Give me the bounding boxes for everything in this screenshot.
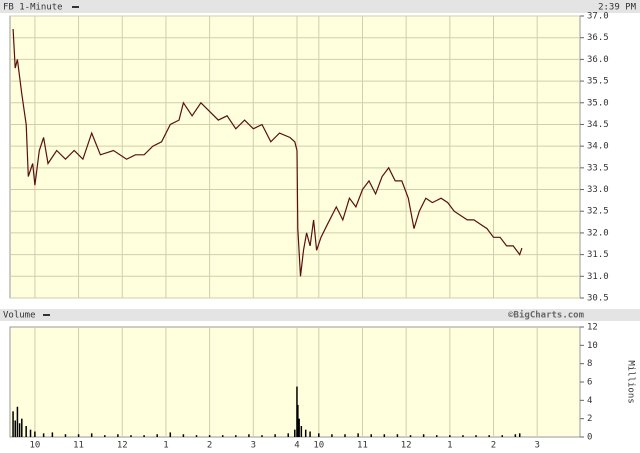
x-tick-label: 1 bbox=[447, 441, 452, 451]
volume-header bbox=[0, 309, 640, 321]
volume-bar bbox=[287, 433, 289, 437]
volume-bar bbox=[14, 420, 16, 437]
y-tick-label: 34.0 bbox=[587, 142, 609, 152]
x-tick-label: 3 bbox=[251, 441, 256, 451]
header-bar bbox=[0, 0, 640, 13]
y-tick-label: 6 bbox=[587, 378, 592, 388]
y-tick-label: 0 bbox=[587, 433, 592, 443]
volume-bar bbox=[261, 435, 263, 437]
volume-bar bbox=[156, 434, 158, 437]
y-tick-label: 12 bbox=[587, 323, 598, 333]
y-tick-label: 8 bbox=[587, 359, 592, 369]
volume-bar bbox=[12, 411, 14, 437]
volume-bar bbox=[34, 431, 36, 437]
y-tick-label: 35.0 bbox=[587, 98, 609, 108]
x-tick-label: 1 bbox=[163, 441, 168, 451]
volume-bar bbox=[169, 432, 172, 437]
volume-title: Volume bbox=[3, 311, 36, 321]
credit: ©BigCharts.com bbox=[508, 310, 584, 321]
volume-bar bbox=[235, 435, 237, 437]
volume-bar bbox=[370, 434, 372, 437]
volume-bar bbox=[396, 434, 399, 437]
volume-bar bbox=[344, 434, 346, 437]
volume-bar bbox=[16, 406, 19, 437]
volume-bar bbox=[182, 434, 185, 437]
y-tick-label: 4 bbox=[587, 396, 592, 406]
y-axis-label: Millions bbox=[626, 360, 636, 403]
volume-bar bbox=[294, 429, 296, 437]
volume-bar bbox=[117, 434, 119, 437]
volume-bar bbox=[475, 435, 477, 437]
x-tick-label: 2 bbox=[207, 441, 212, 451]
volume-bar bbox=[195, 435, 198, 437]
y-tick-label: 31.5 bbox=[587, 250, 609, 260]
menu-dash[interactable] bbox=[72, 6, 79, 8]
price-line bbox=[12, 28, 523, 277]
volume-panel bbox=[9, 326, 581, 438]
x-tick-label: 12 bbox=[117, 441, 128, 451]
y-tick-label: 36.0 bbox=[587, 55, 609, 65]
x-tick-label: 11 bbox=[73, 441, 84, 451]
y-tick-label: 36.5 bbox=[587, 33, 609, 43]
volume-bar bbox=[449, 435, 451, 437]
y-tick-label: 34.5 bbox=[587, 120, 609, 130]
y-tick-label: 37.0 bbox=[587, 12, 609, 22]
x-tick-label: 3 bbox=[534, 441, 539, 451]
chart-title: FB 1-Minute bbox=[3, 3, 63, 13]
volume-bar bbox=[297, 404, 299, 437]
volume-bar bbox=[64, 434, 67, 437]
price-panel bbox=[9, 15, 581, 299]
y-tick-label: 32.5 bbox=[587, 207, 609, 217]
volume-bar bbox=[488, 435, 490, 437]
y-tick-label: 35.5 bbox=[587, 77, 609, 87]
y-tick-label: 2 bbox=[587, 414, 592, 424]
volume-bar bbox=[130, 435, 132, 437]
volume-bar bbox=[51, 432, 54, 437]
x-tick-label: 10 bbox=[29, 441, 40, 451]
volume-bar bbox=[221, 435, 224, 437]
volume-bar bbox=[501, 435, 504, 437]
volume-bar bbox=[29, 429, 32, 437]
volume-bar bbox=[274, 434, 276, 437]
time-label: 2:39 PM bbox=[598, 3, 637, 13]
y-tick-label: 30.5 bbox=[587, 294, 609, 304]
volume-bar bbox=[304, 429, 307, 437]
volume-bar bbox=[422, 434, 425, 437]
volume-bar bbox=[42, 433, 45, 437]
x-tick-label: 11 bbox=[357, 441, 368, 451]
volume-bar bbox=[309, 431, 311, 437]
volume-bar bbox=[77, 434, 80, 437]
x-tick-label: 2 bbox=[491, 441, 496, 451]
volume-bar bbox=[208, 435, 211, 437]
volume-bar bbox=[435, 435, 438, 437]
volume-bar bbox=[318, 433, 320, 437]
x-tick-label: 4 bbox=[294, 441, 299, 451]
volume-bar bbox=[298, 418, 300, 437]
volume-bar bbox=[409, 435, 412, 437]
volume-bar bbox=[25, 426, 27, 437]
volume-bar bbox=[357, 433, 359, 437]
volume-bar bbox=[383, 434, 386, 437]
volume-bar bbox=[300, 426, 303, 437]
volume-bar bbox=[248, 434, 250, 437]
volume-bar bbox=[18, 423, 21, 437]
y-tick-label: 33.0 bbox=[587, 185, 609, 195]
volume-bar bbox=[143, 435, 145, 437]
volume-bar bbox=[90, 433, 93, 437]
volume-bar bbox=[462, 435, 464, 437]
volume-bar bbox=[104, 435, 106, 437]
y-tick-label: 33.5 bbox=[587, 163, 609, 173]
volume-bar bbox=[21, 418, 23, 437]
volume-bar bbox=[331, 434, 333, 437]
volume-bar bbox=[296, 386, 298, 437]
y-tick-label: 32.0 bbox=[587, 228, 609, 238]
y-tick-label: 10 bbox=[587, 341, 598, 351]
y-tick-label: 31.0 bbox=[587, 272, 609, 282]
volume-bar bbox=[514, 434, 517, 437]
x-tick-label: 10 bbox=[313, 441, 324, 451]
menu-dash[interactable] bbox=[43, 314, 50, 316]
volume-bar bbox=[518, 433, 521, 437]
x-tick-label: 12 bbox=[401, 441, 412, 451]
